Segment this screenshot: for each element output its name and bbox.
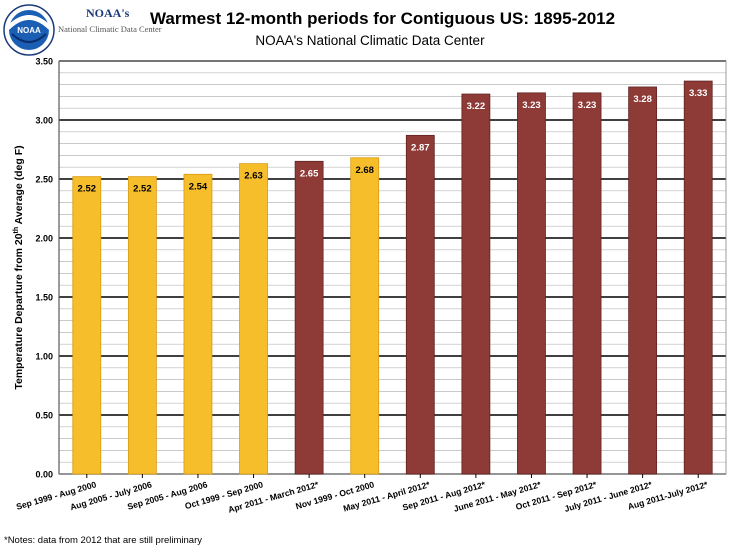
y-tick-label: 1.50 [35, 293, 53, 303]
bar-value-label: 2.54 [189, 181, 208, 192]
bar-value-label: 3.28 [633, 94, 652, 105]
bar [517, 92, 546, 475]
y-axis-label: Temperature Departure from 20th Average … [13, 145, 25, 389]
bar [183, 173, 213, 475]
y-tick-label: 3.50 [35, 57, 53, 67]
bar-value-label: 2.68 [355, 165, 374, 176]
bar-value-label: 2.52 [78, 184, 97, 195]
bar-value-label: 3.22 [467, 101, 486, 112]
bar [405, 134, 435, 475]
logo-text: NOAA [17, 26, 41, 35]
org-name: NOAA's [86, 6, 130, 20]
y-tick-label: 2.00 [35, 234, 53, 244]
bar [350, 157, 380, 475]
org-subtitle: National Climatic Data Center [58, 24, 162, 34]
y-tick-label: 0.00 [35, 470, 53, 480]
bar-value-label: 3.23 [522, 100, 541, 111]
noaa-logo: NOAA [3, 4, 55, 56]
bar [683, 80, 713, 475]
bar [239, 163, 268, 475]
footnote: *Notes: data from 2012 that are still pr… [4, 535, 203, 546]
y-tick-label: 0.50 [35, 411, 53, 421]
bar-value-label: 3.23 [578, 100, 597, 111]
bar [628, 86, 658, 475]
bar [461, 93, 491, 475]
y-tick-label: 3.00 [35, 116, 53, 126]
bar-value-label: 2.65 [300, 168, 319, 179]
chart-subtitle: NOAA's National Climatic Data Center [255, 33, 485, 48]
bar [572, 92, 602, 475]
plot-border [58, 60, 727, 475]
plot-area [59, 61, 726, 474]
bar [127, 176, 157, 475]
bar-value-label: 2.63 [244, 171, 263, 182]
y-tick-label: 1.00 [35, 352, 53, 362]
bar [294, 160, 324, 475]
bar [72, 176, 102, 475]
y-tick-label: 2.50 [35, 175, 53, 185]
bar-value-label: 2.52 [133, 184, 152, 195]
bar-value-label: 3.33 [689, 88, 708, 99]
chart-title: Warmest 12-month periods for Contiguous … [150, 9, 616, 28]
bar-value-label: 2.87 [411, 142, 430, 153]
